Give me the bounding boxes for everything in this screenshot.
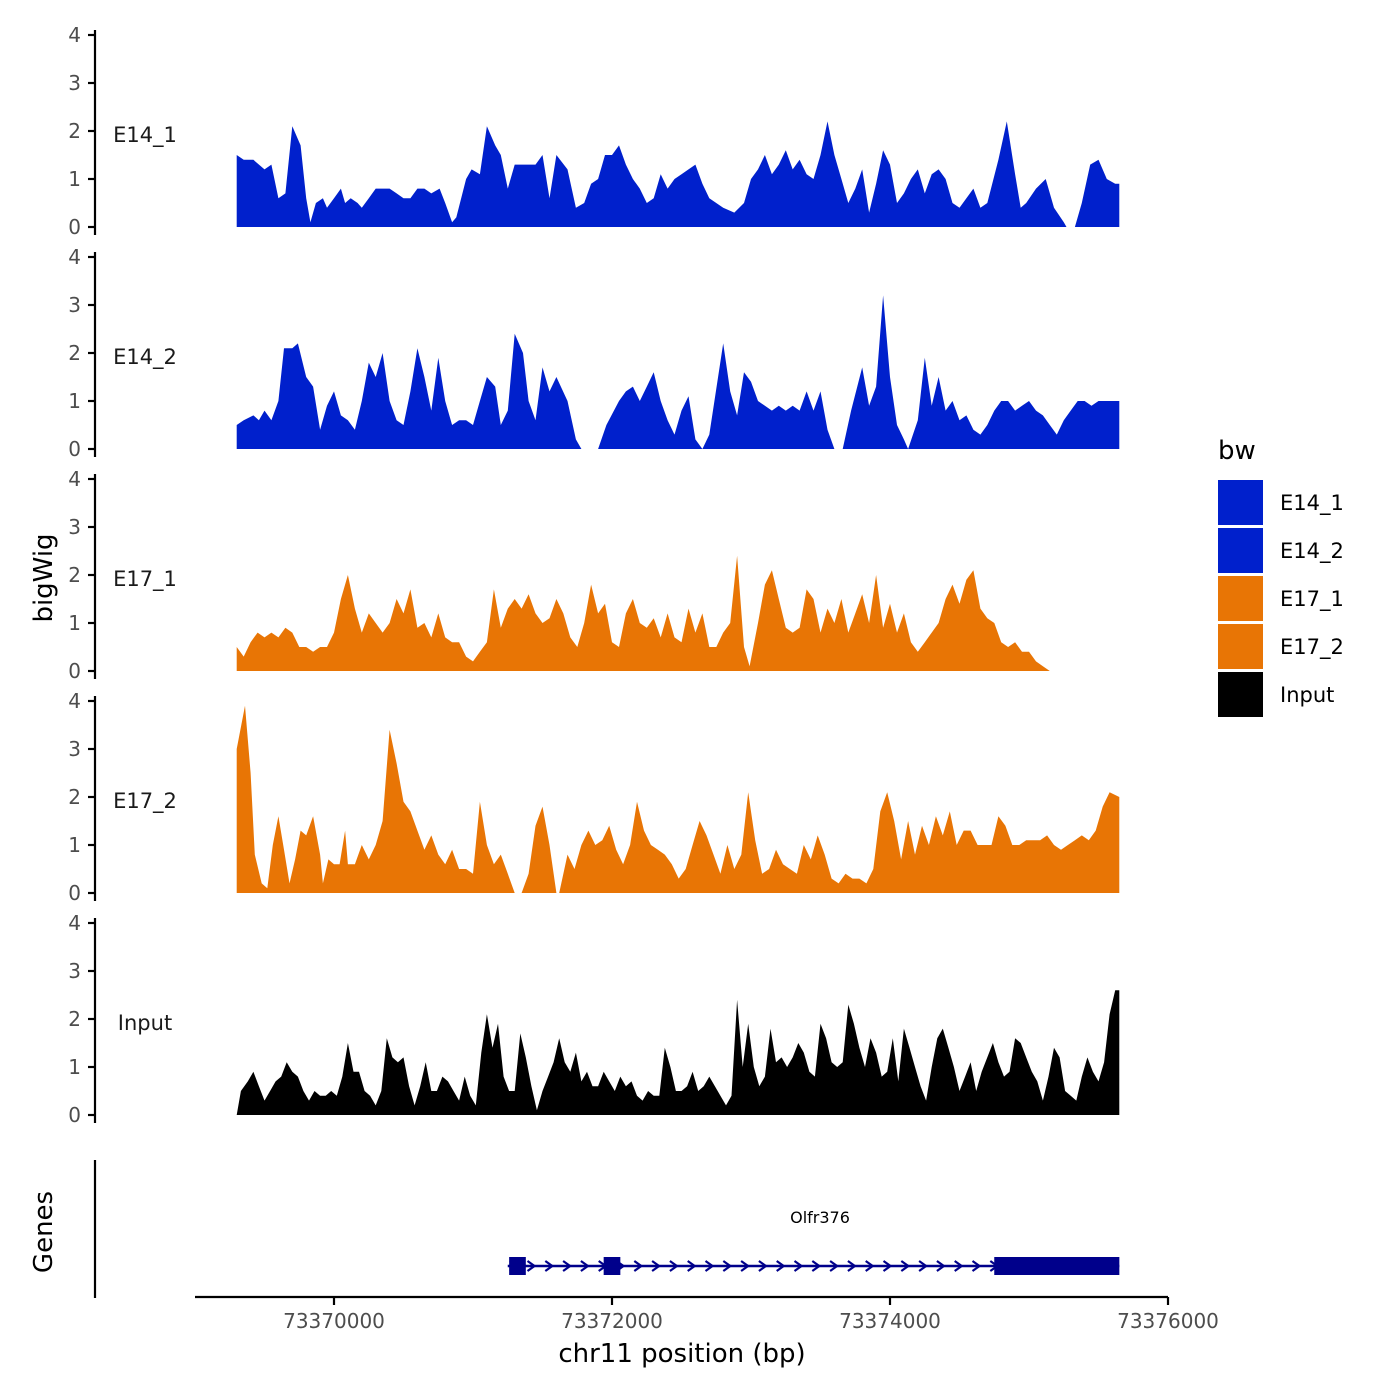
y-tick-label: 4 [68, 689, 81, 713]
track-E14_2: 0 1 2 3 4 E14_2 [68, 245, 1120, 461]
y-tick-label: 3 [68, 71, 81, 95]
legend-label: E17_1 [1280, 587, 1344, 612]
track-label: E14_2 [113, 345, 177, 370]
y-tick-label: 4 [68, 467, 81, 491]
strand-arrow [865, 1260, 875, 1272]
legend-swatch-E14_1 [1218, 480, 1263, 525]
y-tick-label: 0 [68, 437, 81, 461]
strand-arrow [936, 1260, 946, 1272]
coverage-area-E17_1 [236, 555, 1120, 671]
strand-arrow [918, 1260, 928, 1272]
x-tick-label: 73370000 [283, 1309, 385, 1333]
x-tick-label: 73372000 [561, 1309, 663, 1333]
y-tick-label: 1 [68, 167, 81, 191]
track-label: E17_2 [113, 789, 177, 814]
strand-arrow [526, 1260, 537, 1272]
strand-arrow [758, 1260, 768, 1272]
y-tick-label: 0 [68, 881, 81, 905]
legend-title: bw [1218, 436, 1256, 466]
track-Input: 0 1 2 3 4 Input [68, 911, 1120, 1127]
legend-swatch-E14_2 [1218, 528, 1263, 573]
y-tick-label: 1 [68, 389, 81, 413]
y-tick-label: 1 [68, 611, 81, 635]
track-E17_1: 0 1 2 3 4 E17_1 [68, 467, 1120, 683]
legend-label: E17_2 [1280, 635, 1344, 660]
strand-arrow [811, 1260, 822, 1272]
strand-arrow [971, 1260, 982, 1272]
strand-arrow [722, 1260, 733, 1272]
strand-arrow [847, 1260, 857, 1272]
x-tick-label: 73376000 [1117, 1309, 1219, 1333]
genes-axis-title: Genes [29, 1191, 59, 1273]
strand-arrow [704, 1260, 715, 1272]
legend-swatch-E17_2 [1218, 624, 1263, 669]
x-axis-title: chr11 position (bp) [558, 1339, 805, 1369]
y-tick-label: 4 [68, 911, 81, 935]
strand-arrow [900, 1260, 911, 1272]
legend: bw E14_1 E14_2 E17_1 E17_2 Input [1218, 436, 1344, 717]
strand-arrow [829, 1260, 839, 1272]
strand-arrow [651, 1260, 661, 1272]
track-E14_1: 0 1 2 3 4 E14_1 [68, 23, 1120, 239]
coverage-tracks: 0 1 2 3 4 E14_1 0 1 2 3 4 E14_2 0 1 2 3 4 E17_1 0 1 2 3 4 E17_2… [68, 23, 1120, 1127]
legend-label: E14_2 [1280, 539, 1344, 564]
strand-arrow [740, 1260, 750, 1272]
y-tick-label: 4 [68, 23, 81, 47]
gene-exon [603, 1257, 621, 1275]
strand-arrow [562, 1260, 572, 1272]
coverage-area-E14_2 [236, 295, 1120, 449]
y-tick-label: 0 [68, 1103, 81, 1127]
strand-arrow [776, 1260, 786, 1272]
coverage-area-Input [236, 990, 1120, 1115]
y-tick-label: 1 [68, 833, 81, 857]
y-tick-label: 2 [68, 1007, 81, 1031]
legend-swatch-Input [1218, 672, 1263, 717]
x-tick-label: 73374000 [839, 1309, 941, 1333]
y-tick-label: 2 [68, 563, 81, 587]
coverage-area-E17_2 [236, 705, 1120, 893]
track-E17_2: 0 1 2 3 4 E17_2 [68, 689, 1120, 905]
y-tick-label: 2 [68, 785, 81, 809]
x-axis: 73370000 73372000 73374000 73376000 [195, 1295, 1219, 1333]
y-axis-title: bigWig [29, 533, 59, 622]
y-tick-label: 0 [68, 215, 81, 239]
y-tick-label: 1 [68, 1055, 81, 1079]
strand-arrow [580, 1260, 590, 1272]
gene-track: Olfr376 [93, 1160, 1120, 1298]
strand-arrow [793, 1260, 804, 1272]
gene-name-label: Olfr376 [790, 1208, 850, 1227]
strand-arrow [633, 1260, 644, 1272]
strand-arrow [882, 1260, 893, 1272]
strand-arrow [669, 1260, 679, 1272]
strand-arrow [544, 1260, 555, 1272]
legend-swatch-E17_1 [1218, 576, 1263, 621]
y-tick-label: 3 [68, 515, 81, 539]
strand-arrow [687, 1260, 697, 1272]
track-label: Input [118, 1011, 172, 1035]
legend-label: Input [1280, 683, 1334, 707]
y-tick-label: 3 [68, 293, 81, 317]
coverage-area-E14_1 [236, 121, 1120, 227]
y-tick-label: 0 [68, 659, 81, 683]
y-tick-label: 4 [68, 245, 81, 269]
y-tick-label: 2 [68, 119, 81, 143]
strand-arrow [954, 1260, 964, 1272]
y-tick-label: 3 [68, 959, 81, 983]
track-label: E14_1 [113, 123, 177, 148]
legend-label: E14_1 [1280, 491, 1344, 516]
track-label: E17_1 [113, 567, 177, 592]
gene-exon [509, 1257, 526, 1275]
gene-Olfr376: Olfr376 [507, 1208, 1120, 1275]
y-tick-label: 3 [68, 737, 81, 761]
y-tick-label: 2 [68, 341, 81, 365]
gene-exon [994, 1257, 1120, 1275]
